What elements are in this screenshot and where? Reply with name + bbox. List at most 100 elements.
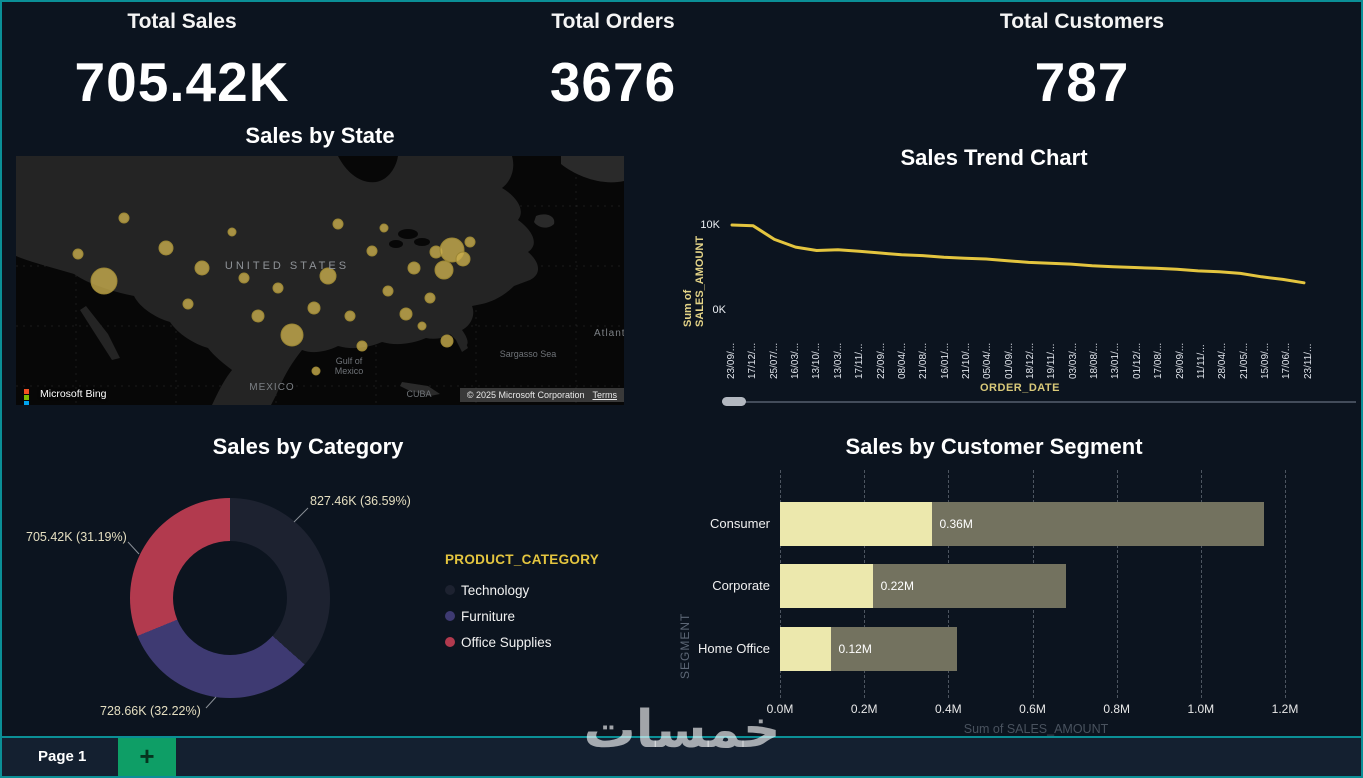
terms-link[interactable]: Terms	[592, 390, 618, 400]
kpi-card-total-orders[interactable]: Total Orders 3676	[463, 10, 763, 114]
map-bubble[interactable]	[158, 240, 174, 256]
bar-corporate[interactable]: 0.22M	[780, 564, 1067, 608]
map-title: Sales by State	[245, 123, 395, 148]
x-tick-label: 17/11/...	[854, 343, 866, 379]
legend-item-office-supplies[interactable]: Office Supplies	[445, 629, 599, 655]
page-tab-page1[interactable]: Page 1	[38, 748, 87, 765]
kpi-value: 705.42K	[74, 51, 290, 113]
bar-segment-total[interactable]	[872, 564, 1067, 608]
x-tick-label: 17/08/...	[1153, 342, 1165, 379]
map-bubble[interactable]	[72, 248, 84, 260]
x-tick-label: 1.0M	[1187, 702, 1215, 716]
kpi-card-total-sales[interactable]: Total Sales 705.42K	[32, 10, 332, 114]
map-bubble[interactable]	[238, 272, 250, 284]
map-bubble[interactable]	[272, 282, 284, 294]
bar-home-office[interactable]: 0.12M	[780, 627, 957, 671]
x-tick-label: 21/08/...	[918, 342, 930, 379]
map-bubble[interactable]	[280, 323, 304, 347]
map-bubble[interactable]	[90, 267, 118, 295]
map-bubble[interactable]	[311, 366, 321, 376]
bar-segment-total[interactable]	[830, 627, 957, 671]
trend-title: Sales Trend Chart	[900, 145, 1088, 170]
gridline	[1116, 470, 1118, 698]
y-tick-label: 0K	[712, 304, 726, 316]
map-bubble[interactable]	[464, 236, 476, 248]
map-bubble[interactable]	[366, 245, 378, 257]
scrollbar-handle[interactable]	[722, 397, 746, 406]
map-bubble[interactable]	[382, 285, 394, 297]
x-tick-label: 03/03/...	[1067, 342, 1079, 379]
bar-segment-total[interactable]	[931, 502, 1264, 546]
legend: PRODUCT_CATEGORY Technology Furniture Of…	[445, 552, 599, 655]
map-bubble-layer	[72, 212, 476, 376]
map-copyright-text: © 2025 Microsoft Corporation	[466, 390, 585, 400]
category-title: Sales by Category	[212, 434, 404, 459]
bing-map[interactable]: UNITED STATES MEXICO Gulf of Mexico Sarg…	[16, 156, 624, 405]
map-bubble[interactable]	[227, 227, 237, 237]
bar-category-label: Consumer	[710, 516, 770, 531]
map-bubble[interactable]	[319, 267, 337, 285]
bar-segment-highlighted[interactable]	[780, 502, 932, 546]
gridline	[1200, 470, 1202, 698]
y-tick-label: 10K	[700, 219, 720, 231]
donut-label-office-supplies: 705.42K (31.19%)	[26, 530, 127, 544]
add-page-button[interactable]: +	[118, 738, 176, 776]
x-tick-label: 01/12/...	[1131, 342, 1143, 379]
map-bubble[interactable]	[455, 251, 471, 267]
x-tick-label: 17/12/...	[747, 342, 759, 379]
legend-item-furniture[interactable]: Furniture	[445, 603, 599, 629]
x-tick-label: 13/01/...	[1110, 342, 1122, 379]
map-bubble[interactable]	[356, 340, 368, 352]
x-tick-label: 28/04/...	[1217, 342, 1229, 379]
map-label-mexico: MEXICO	[249, 382, 294, 393]
map-bubble[interactable]	[424, 292, 436, 304]
bing-brand-label: Microsoft Bing	[40, 388, 107, 400]
bar-segment-highlighted[interactable]	[780, 564, 873, 608]
map-bubble[interactable]	[307, 301, 321, 315]
map-label-sargasso-sea: Sargasso Sea	[500, 349, 557, 359]
map-bubble[interactable]	[194, 260, 210, 276]
x-tick-label: 0.0M	[766, 702, 794, 716]
map-bubble[interactable]	[182, 298, 194, 310]
gridline	[1285, 470, 1286, 698]
x-tick-label: 21/10/...	[960, 342, 972, 379]
map-bubble[interactable]	[407, 261, 421, 275]
x-tick-label: 05/04/...	[982, 342, 994, 379]
map-bubble[interactable]	[118, 212, 130, 224]
map-label-cuba: CUBA	[406, 389, 431, 399]
kpi-title: Total Orders	[551, 10, 675, 33]
scrollbar-track[interactable]	[722, 401, 1356, 403]
map-great-lake	[398, 229, 418, 239]
x-tick-label: 25/07/...	[768, 342, 780, 379]
map-bubble[interactable]	[251, 309, 265, 323]
map-bubble[interactable]	[332, 218, 344, 230]
map-hudson-bay	[338, 156, 398, 183]
microsoft-logo-icon	[24, 388, 35, 405]
map-landmass	[16, 156, 539, 405]
map-bubble[interactable]	[344, 310, 356, 322]
map-bubble[interactable]	[399, 307, 413, 321]
legend-item-technology[interactable]: Technology	[445, 577, 599, 603]
map-bubble[interactable]	[379, 223, 389, 233]
trend-scrollbar[interactable]	[722, 397, 1356, 407]
x-tick-label: 18/12/...	[1025, 342, 1037, 379]
kpi-value: 3676	[549, 51, 677, 113]
x-tick-label: 18/08/...	[1089, 342, 1101, 379]
x-tick-label: 0.4M	[934, 702, 962, 716]
segment-title: Sales by Customer Segment	[845, 434, 1143, 459]
map-bubble[interactable]	[440, 334, 454, 348]
page-navigation-bar: Page 1 +	[2, 736, 1361, 776]
map-bubble[interactable]	[417, 321, 427, 331]
donut-label-furniture: 728.66K (32.22%)	[100, 704, 201, 718]
bar-consumer[interactable]: 0.36M	[780, 502, 1264, 546]
legend-swatch	[445, 611, 455, 621]
x-tick-label: 16/03/...	[790, 342, 802, 379]
trend-line[interactable]	[730, 223, 1306, 285]
map-bubble[interactable]	[434, 260, 454, 280]
bar-segment-highlighted[interactable]	[780, 627, 831, 671]
trend-line-chart[interactable]	[674, 145, 1354, 395]
legend-label: Office Supplies	[461, 634, 552, 650]
kpi-card-total-customers[interactable]: Total Customers 787	[932, 10, 1232, 114]
donut-chart[interactable]	[130, 498, 330, 698]
